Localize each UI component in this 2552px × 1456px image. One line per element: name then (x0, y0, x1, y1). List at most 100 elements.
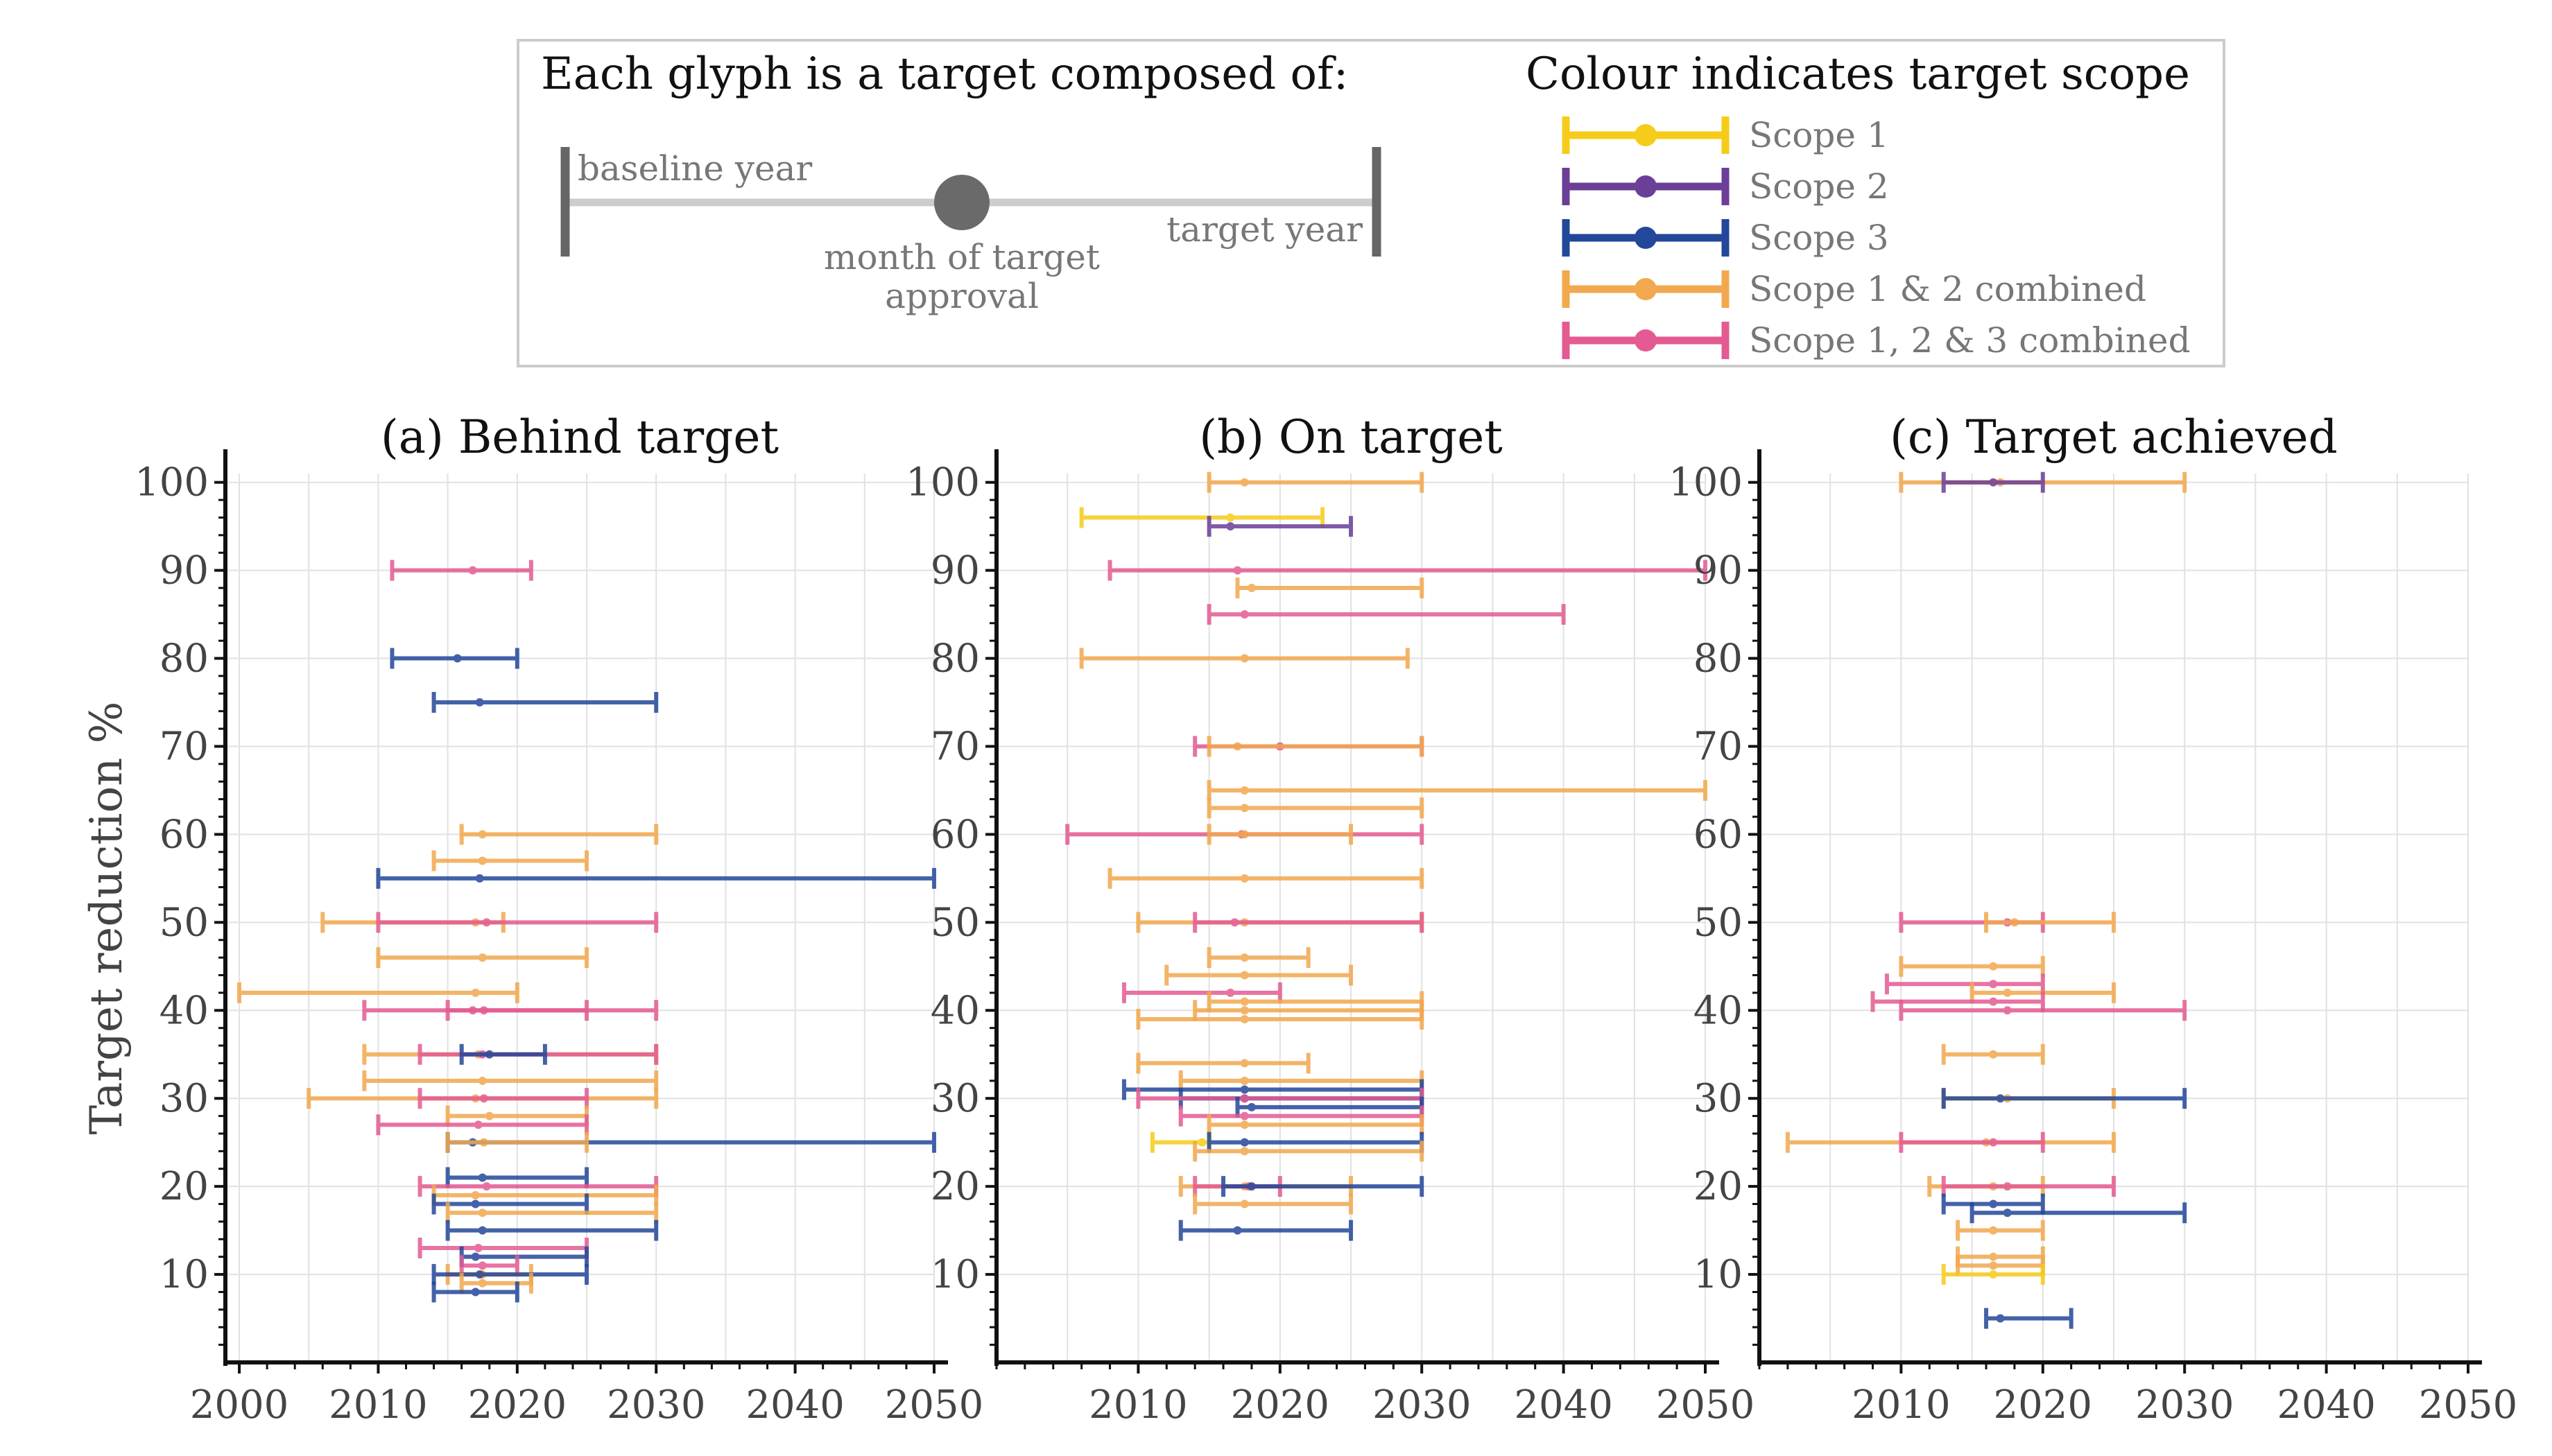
approval-dot (1989, 997, 1998, 1006)
target-glyph-s3 (1221, 1176, 1424, 1197)
y-tick-label: 70 (1693, 724, 1743, 769)
legend: Each glyph is a target composed of: base… (517, 39, 2225, 367)
approval-dot (478, 1208, 487, 1217)
scope-legend-item-s123: Scope 1, 2 & 3 combined (1562, 320, 2191, 361)
y-tick-label: 50 (160, 900, 209, 945)
y-tick-label: 10 (931, 1252, 980, 1297)
approval-dot (1989, 962, 1998, 971)
target-glyph-s3 (390, 648, 519, 669)
approval-dot (1989, 1261, 1998, 1270)
target-glyph-s12 (237, 982, 519, 1003)
chart-panel-3: (c) Target achieved102030405060708090100… (1669, 410, 2517, 1428)
scope-legend-dot (1635, 227, 1657, 249)
legend-colour-title: Colour indicates target scope (1526, 49, 2190, 100)
approval-dot (471, 1190, 480, 1199)
approval-dot (475, 874, 484, 883)
approval-dot (1240, 1006, 1249, 1015)
approval-dot (478, 953, 487, 962)
target-glyph-s123 (1899, 1132, 2045, 1153)
x-tick-label: 2010 (1852, 1383, 1951, 1428)
approval-dot (1240, 874, 1249, 883)
approval-dot (1233, 566, 1242, 575)
y-tick-label: 60 (160, 812, 209, 857)
target-glyph-s3 (431, 1193, 589, 1215)
target-glyph-s2 (1207, 516, 1353, 537)
target-glyph-s12 (376, 947, 589, 969)
month-of-approval-label-line1: month of target (824, 237, 1100, 277)
example-glyph: baseline year month of target approval t… (560, 147, 1381, 316)
approval-dot (1989, 1199, 1998, 1208)
approval-dot (1240, 610, 1249, 619)
y-tick-label: 20 (931, 1164, 980, 1209)
target-glyph-s12 (1207, 471, 1424, 493)
y-tick-label: 50 (931, 900, 980, 945)
panel-title: (c) Target achieved (1890, 410, 2338, 464)
target-glyph-s3 (445, 1220, 659, 1241)
y-tick-label: 90 (931, 548, 980, 593)
approval-dot (2003, 1208, 2012, 1217)
approval-dot (1240, 971, 1249, 980)
target-glyph-s3 (459, 1043, 547, 1065)
target-year-label: target year (1166, 209, 1363, 250)
approval-dot (1240, 1085, 1249, 1094)
approval-dot (475, 1270, 484, 1279)
y-tick-label: 70 (931, 724, 980, 769)
approval-dot (478, 1173, 487, 1182)
approval-dot (474, 1120, 483, 1129)
approval-dot (1240, 830, 1249, 839)
target-glyph-s12 (1207, 736, 1424, 757)
approval-dot (2003, 988, 2012, 997)
target-glyph-s12 (1207, 824, 1353, 845)
y-tick-label: 70 (160, 724, 209, 769)
approval-dot (1240, 478, 1249, 487)
scope-legend-label: Scope 1, 2 & 3 combined (1749, 320, 2191, 361)
x-tick-label: 2010 (1089, 1383, 1188, 1428)
target-glyph-s12 (1207, 797, 1424, 819)
approval-dot (471, 1288, 480, 1297)
target-glyph-s3 (1941, 1088, 2187, 1109)
scope-legend-label: Scope 1 & 2 combined (1749, 269, 2146, 309)
target-glyph-s123 (390, 560, 533, 581)
target-glyph-s123 (445, 1000, 589, 1021)
approval-dot (2010, 918, 2019, 927)
x-tick-label: 2030 (1372, 1383, 1472, 1428)
x-tick-label: 2040 (1514, 1383, 1613, 1428)
scope-legend-dot (1635, 175, 1657, 198)
target-glyph-s12 (1107, 867, 1424, 889)
target-glyph-s12 (1136, 1008, 1424, 1030)
legend-glyph-title: Each glyph is a target composed of: (541, 49, 1348, 100)
approval-dot (475, 698, 484, 707)
target-glyphs (1065, 471, 1707, 1241)
approval-dot (1240, 997, 1249, 1006)
target-glyph-s123 (1107, 560, 1707, 581)
target-glyph-s123 (1899, 1000, 2187, 1021)
approval-dot (468, 1006, 477, 1015)
x-tick-label: 2020 (1994, 1383, 2093, 1428)
scope-legend-label: Scope 3 (1749, 218, 1889, 258)
approval-dot (468, 566, 477, 575)
approval-dot (1247, 584, 1256, 593)
y-tick-label: 100 (1669, 460, 1743, 505)
target-glyphs (237, 560, 936, 1303)
approval-dot (485, 1050, 494, 1059)
approval-dot (2003, 1182, 2012, 1191)
y-axis-label: Target reduction % (81, 702, 132, 1135)
month-of-approval-label-line2: approval (885, 276, 1039, 316)
scope-legend: Scope 1 Scope 2 Scope 3 Scope 1 & 2 combine… (1562, 115, 2191, 361)
approval-dot (1240, 1147, 1249, 1156)
approval-dot (1240, 1014, 1249, 1023)
chart-panel-1: (a) Behind target10203040506070809010020… (81, 410, 983, 1428)
target-glyph-s12 (1164, 964, 1353, 986)
target-glyphs (1785, 471, 2187, 1329)
x-tick-label: 2040 (2277, 1383, 2376, 1428)
target-glyph-s12 (362, 1070, 659, 1091)
approval-dot (478, 1261, 487, 1270)
target-glyph-s12 (1941, 1043, 2045, 1065)
approval-dot (1247, 1182, 1256, 1191)
approval-dot (1230, 918, 1239, 927)
target-glyph-s2 (1941, 471, 2045, 493)
y-tick-label: 40 (931, 988, 980, 1033)
approval-dot (471, 988, 480, 997)
approval-dot (1989, 1138, 1998, 1147)
